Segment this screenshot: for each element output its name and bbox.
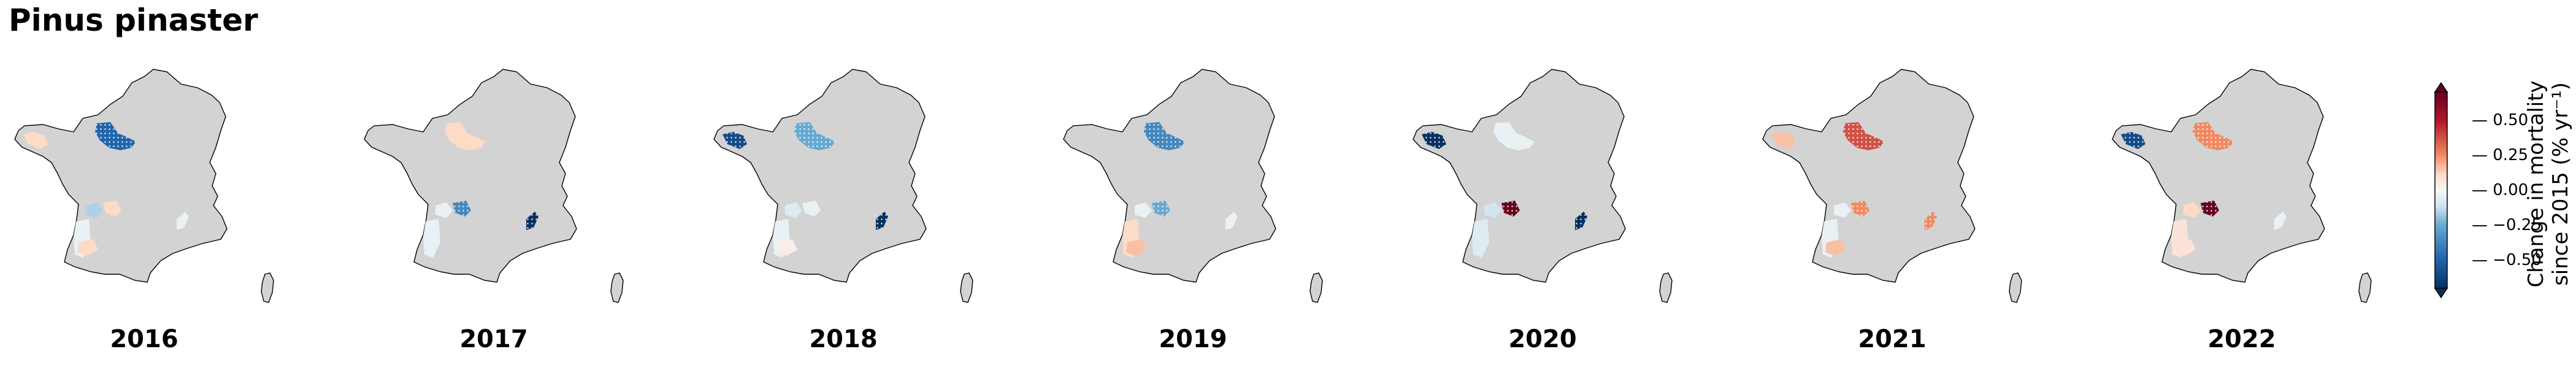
france-map (1413, 69, 1673, 303)
colorbar-min-arrow (2434, 288, 2448, 299)
corsica-outline (1309, 272, 1323, 303)
region-center-significance-hatch (1144, 122, 1185, 150)
france-outline (364, 69, 577, 283)
map-panel (2098, 58, 2386, 304)
corsica-outline (610, 272, 624, 303)
region-south (2175, 239, 2196, 256)
france-outline (713, 69, 927, 283)
colorbar-label: Change in mortality since 2015 (% yr⁻¹) (2524, 61, 2573, 307)
france-map (1063, 69, 1323, 303)
region-south (1825, 239, 1846, 256)
year-label: 2019 (1159, 325, 1227, 353)
france-map (1762, 69, 2022, 303)
figure-title: Pinus pinaster (9, 2, 258, 38)
region-south (77, 239, 98, 256)
region-landes (423, 219, 440, 258)
region-loire (1484, 202, 1501, 218)
colorbar-tick-label: — 0.50 (2472, 110, 2529, 129)
corsica-outline (960, 272, 973, 303)
region-loire (785, 202, 802, 218)
region-landes (1472, 219, 1489, 258)
france-map (14, 69, 274, 303)
region-brittany-significance-hatch (1422, 132, 1446, 149)
region-brittany (23, 132, 48, 149)
colorbar-label-line2: since 2015 (% yr⁻¹) (2548, 82, 2573, 286)
region-center-significance-hatch (2193, 122, 2234, 150)
corsica-outline (2009, 272, 2022, 303)
france-map (713, 69, 973, 303)
region-loire (435, 202, 453, 218)
year-label: 2017 (459, 325, 528, 353)
france-outline (1413, 69, 1626, 283)
map-panel (350, 58, 638, 304)
region-poitou (802, 201, 821, 217)
year-label: 2016 (110, 325, 178, 353)
colorbar-tick-label: — 0.00 (2472, 181, 2529, 199)
france-outline (14, 69, 228, 283)
region-alps (1225, 212, 1238, 230)
region-alps-significance-hatch (1925, 212, 1937, 230)
region-loire (1135, 202, 1152, 218)
region-loire (2183, 202, 2201, 218)
region-south (776, 239, 797, 256)
france-map (364, 69, 624, 303)
region-center-significance-hatch (794, 122, 835, 150)
year-label: 2018 (809, 325, 878, 353)
region-center-significance-hatch (1843, 122, 1884, 150)
france-outline (2112, 69, 2325, 283)
france-map (2112, 69, 2372, 303)
colorbar (2434, 82, 2448, 299)
colorbar-tick-label: — −0.25 (2472, 216, 2542, 235)
region-center (1493, 122, 1535, 150)
map-panel (1049, 58, 1337, 304)
region-poitou-significance-hatch (1152, 201, 1170, 217)
colorbar-tick-label: — 0.25 (2472, 145, 2529, 164)
map-panel (699, 58, 987, 304)
region-brittany-significance-hatch (723, 132, 747, 149)
region-alps-significance-hatch (876, 212, 888, 230)
region-loire (1834, 202, 1851, 218)
region-brittany (1771, 132, 1796, 149)
region-alps (2274, 212, 2287, 230)
map-panel (0, 58, 288, 304)
france-outline (1762, 69, 1976, 283)
region-poitou-significance-hatch (2201, 201, 2219, 217)
region-loire (86, 202, 103, 218)
region-alps-significance-hatch (526, 212, 539, 230)
region-poitou-significance-hatch (1501, 201, 1520, 217)
colorbar-ramp (2434, 91, 2448, 289)
map-panel (1748, 58, 2036, 304)
region-poitou (103, 201, 121, 217)
region-south (1126, 239, 1147, 256)
region-alps-significance-hatch (1575, 212, 1587, 230)
corsica-outline (261, 272, 274, 303)
year-label: 2021 (1858, 325, 1926, 353)
year-label: 2022 (2207, 325, 2276, 353)
region-center (445, 122, 486, 150)
corsica-outline (2358, 272, 2372, 303)
region-poitou-significance-hatch (453, 201, 471, 217)
france-outline (1063, 69, 1276, 283)
region-center-significance-hatch (95, 122, 136, 150)
map-panel (1398, 58, 1687, 304)
region-poitou-significance-hatch (1851, 201, 1869, 217)
region-brittany-significance-hatch (2121, 132, 2145, 149)
colorbar-max-arrow (2434, 82, 2448, 93)
colorbar-tick-label: — −0.50 (2472, 251, 2542, 270)
year-label: 2020 (1508, 325, 1577, 353)
colorbar-label-line1: Change in mortality (2524, 80, 2548, 288)
corsica-outline (1659, 272, 1673, 303)
region-alps (177, 212, 189, 230)
